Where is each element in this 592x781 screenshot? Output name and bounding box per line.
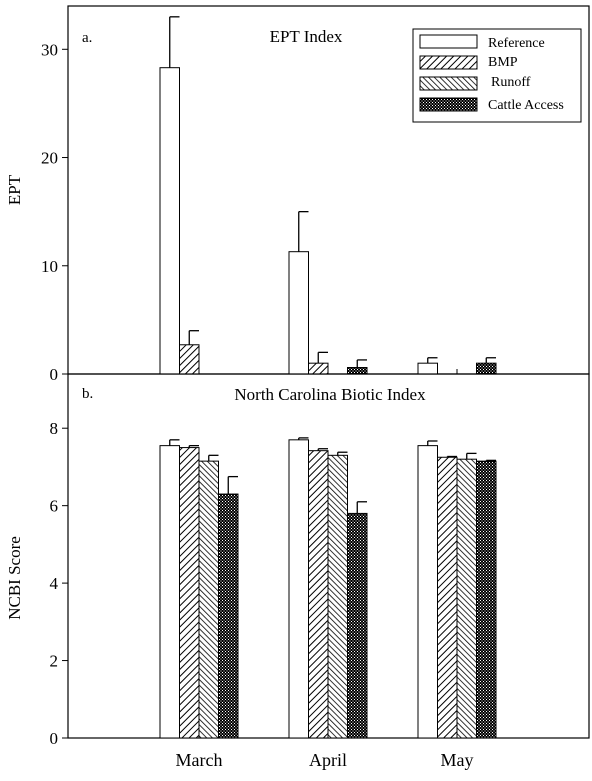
legend: Reference BMP Runoff Cattle Access [412,28,582,123]
bar-b-march-cattle-access [218,493,239,739]
panel-a-label: a. [82,30,92,46]
bar-a-may-reference [417,362,438,375]
bar-b-april-runoff [327,454,348,739]
panel-b-ytick-label: 6 [50,497,59,516]
bar-b-march-reference [159,445,180,739]
panel-b-ytick-label: 0 [50,729,59,748]
bar-b-april-bmp [308,450,329,739]
bar-a-april-cattle-access [347,367,368,375]
panel-a-ylabel: EPT [5,174,24,205]
panel-a-ytick-label: 10 [41,257,58,276]
panel-b-title: North Carolina Biotic Index [234,385,426,404]
legend-swatch-reference [419,34,478,49]
bar-a-april-reference [288,251,309,375]
x-label-march: March [176,750,223,770]
panel-b-ytick-label: 4 [50,574,59,593]
bar-b-may-cattle-access [476,460,497,739]
x-axis-labels: March April May [176,750,474,770]
legend-label-reference: Reference [488,36,545,51]
legend-label-cattle-access: Cattle Access [488,98,564,113]
panel-b-ytick-label: 8 [50,419,59,438]
bar-b-march-bmp [179,447,200,739]
panel-b-ylabel: NCBI Score [5,536,24,620]
panel-b: b. North Carolina Biotic Index NCBI Scor… [5,373,590,748]
bar-b-april-reference [288,439,309,739]
legend-swatch-bmp [419,55,478,70]
bar-b-april-cattle-access [347,512,368,739]
legend-swatch-cattle-access [419,97,478,112]
panel-a-ytick-label: 0 [50,365,59,384]
bar-b-march-runoff [198,460,219,739]
panel-a-title: EPT Index [270,27,343,46]
legend-label-bmp: BMP [488,55,518,70]
bar-b-may-reference [417,445,438,739]
legend-swatch-runoff [419,76,478,91]
panel-b-label: b. [82,386,93,402]
panel-b-ytick-label: 2 [50,652,59,671]
panel-a-ytick-label: 20 [41,149,58,168]
bar-b-may-runoff [456,458,477,739]
x-label-may: May [441,750,474,770]
bar-a-march-reference [159,67,180,375]
panel-a-ytick-label: 30 [41,40,58,59]
bar-a-may-cattle-access [476,362,497,375]
bar-a-march-bmp [179,344,200,375]
panel-a: a. EPT Index EPT 0 10 20 30 Reference BMP R… [5,5,590,384]
bar-b-may-bmp [437,456,458,739]
x-label-april: April [309,750,347,770]
legend-label-runoff: Runoff [491,75,531,90]
bar-a-april-bmp [308,362,329,375]
